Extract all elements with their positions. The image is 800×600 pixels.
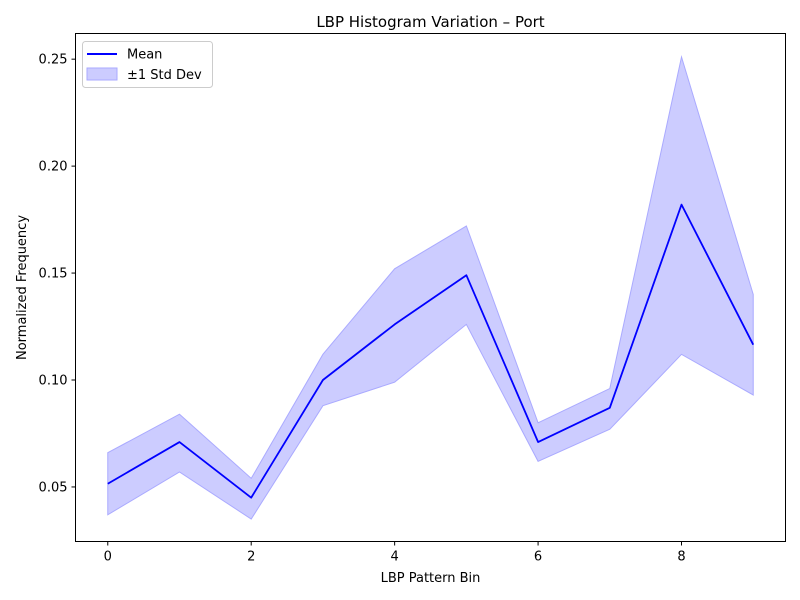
legend: Mean ±1 Std Dev <box>82 41 213 88</box>
x-tick-label: 2 <box>247 550 255 565</box>
axes-frame <box>75 33 786 542</box>
legend-mean-label: Mean <box>127 48 162 63</box>
y-tick-label: 0.10 <box>39 374 68 389</box>
x-axis: 0 2 4 6 8 <box>104 541 686 565</box>
y-tick-label: 0.05 <box>39 480 68 495</box>
std-dev-band <box>107 55 754 520</box>
legend-band-swatch <box>86 67 118 81</box>
y-axis-label: Normalized Frequency <box>15 215 30 360</box>
x-tick-label: 4 <box>391 550 399 565</box>
legend-band-label: ±1 Std Dev <box>127 68 202 83</box>
x-tick-label: 0 <box>104 550 112 565</box>
mean-line <box>107 203 755 499</box>
x-tick-label: 8 <box>677 550 685 565</box>
y-tick-label: 0.25 <box>39 53 68 68</box>
plot-area <box>107 55 755 520</box>
x-axis-label: LBP Pattern Bin <box>381 571 481 586</box>
y-tick-label: 0.15 <box>39 267 68 282</box>
chart-title: LBP Histogram Variation – Port <box>316 13 544 31</box>
x-tick-label: 6 <box>534 550 542 565</box>
y-tick-label: 0.20 <box>39 160 68 175</box>
y-axis: 0.05 0.10 0.15 0.20 0.25 <box>39 53 76 495</box>
